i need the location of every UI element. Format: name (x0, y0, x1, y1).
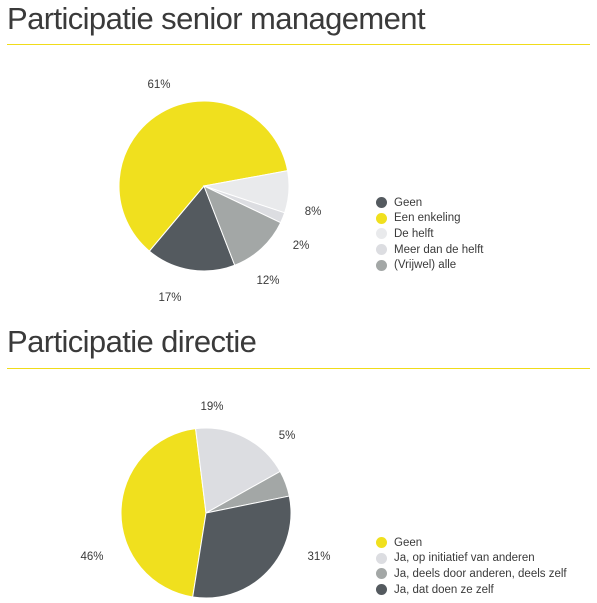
chart2-title: Participatie directie (7, 324, 257, 359)
chart1-legend-item-vrijwel-alle: (Vrijwel) alle (376, 257, 484, 273)
chart2-slice-1 (195, 427, 281, 514)
chart1-title-rule (7, 44, 590, 45)
chart1-data-label-0: 17% (158, 292, 181, 304)
legend-swatch (376, 552, 387, 564)
legend-swatch (376, 537, 387, 549)
chart1-legend-item-een-enkeling: Een enkeling (376, 211, 484, 227)
chart2-data-label-2: 5% (279, 430, 296, 442)
legend-swatch (376, 228, 387, 240)
chart2-slice-0 (120, 428, 207, 598)
legend-label: Geen (394, 196, 423, 209)
chart2-data-label-0: 46% (80, 551, 103, 563)
legend-label: Een enkeling (394, 212, 461, 225)
legend-swatch (376, 197, 387, 209)
chart1-data-label-2: 8% (305, 206, 322, 218)
chart2-data-label-1: 19% (200, 401, 223, 413)
chart1-legend-item-de-helft: De helft (376, 226, 484, 242)
chart1-legend-item-meer-dan-de-helft: Meer dan de helft (376, 242, 484, 258)
legend-label: Ja, op initiatief van anderen (394, 552, 535, 565)
chart2-legend: Geen Ja, op initiatief van anderen Ja, d… (376, 535, 567, 597)
legend-swatch (376, 244, 387, 256)
chart1-slice-1 (118, 100, 289, 252)
legend-label: De helft (394, 227, 434, 240)
chart1-slice-4 (203, 185, 282, 266)
chart1-data-label-3: 2% (293, 240, 310, 252)
chart2-legend-item-doen-ze-zelf: Ja, dat doen ze zelf (376, 582, 567, 598)
legend-swatch (376, 568, 387, 580)
chart2-data-label-3: 31% (307, 551, 330, 563)
chart1-legend-item-geen: Geen (376, 195, 484, 211)
chart2-legend-item-op-initiatief: Ja, op initiatief van anderen (376, 551, 567, 567)
chart1-data-label-4: 12% (256, 275, 279, 287)
legend-label: Ja, deels door anderen, deels zelf (394, 567, 567, 580)
chart1-legend: Geen Een enkeling De helft Meer dan de h… (376, 195, 484, 273)
chart2-title-rule (7, 368, 590, 369)
legend-label: Ja, dat doen ze zelf (394, 583, 494, 596)
chart1-title: Participatie senior management (7, 1, 426, 36)
legend-label: Meer dan de helft (394, 243, 484, 256)
legend-label: (Vrijwel) alle (394, 259, 457, 272)
chart1-data-label-1: 61% (147, 79, 170, 91)
chart1-slice-0 (148, 185, 236, 272)
legend-label: Geen (394, 536, 423, 549)
chart2-slice-3 (192, 495, 292, 599)
legend-swatch (376, 259, 387, 271)
chart1-pie: 17% 61% 8% 2% 12% (118, 79, 322, 304)
legend-swatch (376, 584, 387, 596)
chart2-legend-item-geen: Geen (376, 535, 567, 551)
legend-swatch (376, 212, 387, 224)
chart2-legend-item-deels-zelf: Ja, deels door anderen, deels zelf (376, 566, 567, 582)
